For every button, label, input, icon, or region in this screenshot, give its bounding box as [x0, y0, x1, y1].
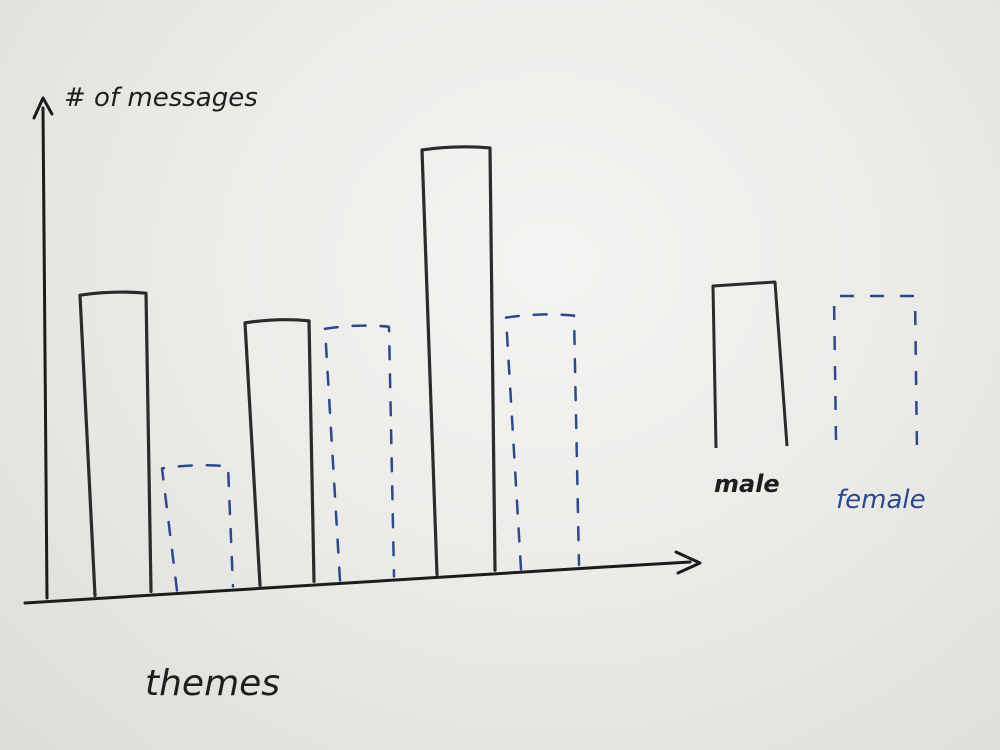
bars-group [78, 145, 581, 598]
x-axis-label: themes [145, 663, 280, 704]
female-bar-2 [323, 324, 396, 582]
x-axis [23, 560, 692, 605]
female-bar-3 [504, 313, 581, 571]
x-axis-arrowhead [674, 550, 702, 575]
male-bar-3 [420, 145, 497, 577]
legend-female-swatch [832, 294, 919, 453]
y-axis-arrowhead [32, 96, 54, 120]
y-axis-label: # of messages [64, 83, 258, 113]
legend-male-swatch [711, 280, 789, 449]
legend-male-label: male [714, 470, 780, 498]
male-bar-2 [243, 318, 316, 588]
y-axis [41, 106, 49, 600]
female-bar-1 [160, 463, 235, 592]
legend-female-label: female [836, 485, 926, 515]
male-bar-1 [78, 290, 153, 598]
